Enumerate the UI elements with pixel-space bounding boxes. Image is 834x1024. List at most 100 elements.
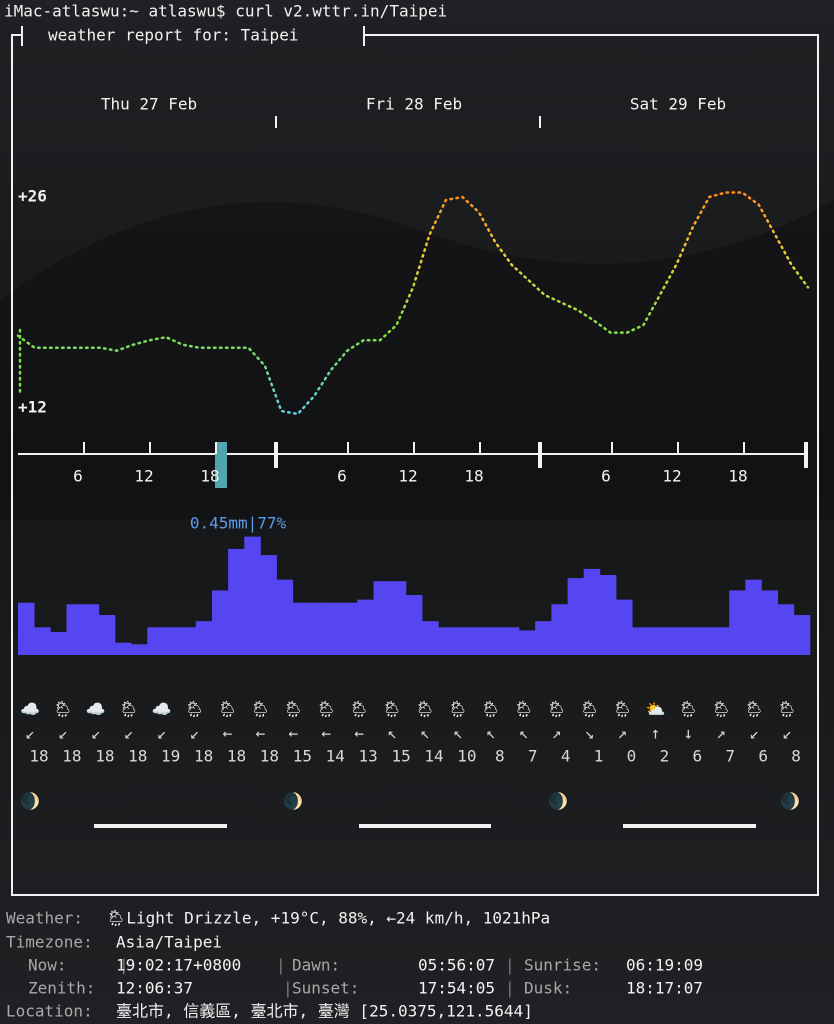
wind-speed: 10	[457, 747, 476, 766]
separator: |	[119, 956, 129, 975]
weather-icon: 🌦	[316, 700, 336, 719]
temperature-line	[16, 191, 810, 416]
precip-bar	[648, 627, 665, 655]
background-hill	[0, 200, 834, 520]
wind-direction: ↘	[585, 724, 595, 743]
info-value: 06:19:09	[626, 956, 703, 975]
wind-speed: 18	[194, 747, 213, 766]
wind-speed: 1	[594, 747, 604, 766]
precip-bar	[179, 627, 197, 655]
temp-tick-label: +12	[18, 398, 47, 417]
weather-icon: 🌦	[711, 700, 731, 719]
precip-bar	[228, 548, 245, 655]
prompt: iMac-atlaswu:~ atlaswu$ curl v2.wttr.in/…	[4, 2, 447, 21]
precip-bar	[599, 575, 617, 655]
precip-bar	[454, 627, 471, 655]
wind-speed: 18	[95, 747, 114, 766]
weather-icon: 🌦	[349, 700, 369, 719]
precip-bar	[567, 578, 585, 655]
wind-speed: 18	[128, 747, 147, 766]
wind-direction: ↖	[486, 724, 496, 743]
info-label: Sunrise:	[524, 956, 601, 975]
wind-direction: ↗	[552, 724, 562, 743]
precip-bar	[616, 599, 633, 655]
temp-tick-label: +26	[18, 187, 47, 206]
precip-bar	[583, 568, 601, 655]
precip-bar	[502, 627, 520, 655]
precip-bar	[82, 604, 100, 655]
precip-bar	[777, 604, 795, 655]
precip-bar	[745, 579, 762, 655]
wind-speed: 18	[62, 747, 81, 766]
wind-speed: 18	[29, 747, 48, 766]
info-label: Timezone:	[6, 933, 93, 952]
weather-icon: ☁️	[86, 700, 106, 719]
wind-direction: ↖	[387, 724, 397, 743]
precip-bar	[212, 590, 229, 655]
hour-label: 18	[464, 467, 483, 486]
info-label: Sunset:	[292, 979, 359, 998]
wind-speed: 6	[758, 747, 768, 766]
wind-direction: ↙	[58, 724, 68, 743]
wind-speed: 6	[693, 747, 703, 766]
hour-label: 12	[134, 467, 153, 486]
daylight-bars	[94, 824, 756, 828]
day-label: Sat 29 Feb	[630, 95, 726, 114]
weather-icon: 🌦	[547, 700, 567, 719]
wind-direction: ↖	[453, 724, 463, 743]
precip-bar	[50, 631, 67, 655]
wind-direction: ↙	[190, 724, 200, 743]
report-title: weather report for: Taipei	[48, 26, 298, 45]
weather-icon: 🌦	[448, 700, 468, 719]
hour-label: 12	[662, 467, 681, 486]
wind-speed: 7	[725, 747, 735, 766]
precip-bar	[519, 630, 536, 655]
info-value: 18:17:07	[626, 979, 703, 998]
wind-speed: 18	[260, 747, 279, 766]
day-label: Thu 27 Feb	[101, 95, 197, 114]
hour-label: 6	[601, 467, 611, 486]
precip-bar	[195, 621, 213, 655]
wind-speed: 15	[391, 747, 410, 766]
separator: |	[276, 956, 286, 975]
weather-icon: 🌦	[481, 700, 501, 719]
precip-bar	[98, 615, 116, 655]
weather-icon: 🌦	[119, 700, 139, 719]
wind-speed: 13	[359, 747, 378, 766]
precip-label: 0.45mm|77%	[190, 514, 287, 533]
weather-icon: 🌦	[579, 700, 599, 719]
precip-bar	[680, 627, 698, 655]
precip-bar	[325, 602, 342, 655]
precip-bar	[438, 627, 455, 655]
weather-icon: 🌦	[250, 700, 270, 719]
day-boundaries	[274, 442, 808, 468]
info-label: Location:	[6, 1002, 93, 1021]
weather-icon: ☁️	[152, 700, 172, 719]
precip-bar	[244, 536, 261, 655]
precip-bar	[793, 615, 811, 655]
hour-label: 12	[398, 467, 417, 486]
info-value: 12:06:37	[116, 979, 193, 998]
hour-label: 6	[73, 467, 83, 486]
weather-icon: 🌦	[382, 700, 402, 719]
separator: |	[283, 979, 293, 998]
day-label: Fri 28 Feb	[366, 95, 462, 114]
precip-bar	[260, 555, 277, 655]
weather-icon: 🌦	[217, 700, 237, 719]
wind-direction: ↙	[782, 724, 792, 743]
wind-speed: 14	[326, 747, 345, 766]
info-value: 臺北市, 信義區, 臺北市, 臺灣 [25.0375,121.5644]	[116, 1002, 533, 1021]
wind-direction: ↙	[157, 724, 167, 743]
wind-direction: ←	[223, 724, 233, 743]
precip-bar	[632, 627, 649, 655]
info-label: Now:	[28, 956, 67, 975]
precip-bar	[341, 602, 358, 655]
precip-bar	[713, 627, 730, 655]
hour-label: 18	[200, 467, 219, 486]
weather-icon: 🌦	[744, 700, 764, 719]
wind-direction: ↖	[420, 724, 430, 743]
hour-label: 18	[728, 467, 747, 486]
precip-bar	[292, 602, 310, 655]
separator: |	[505, 956, 515, 975]
